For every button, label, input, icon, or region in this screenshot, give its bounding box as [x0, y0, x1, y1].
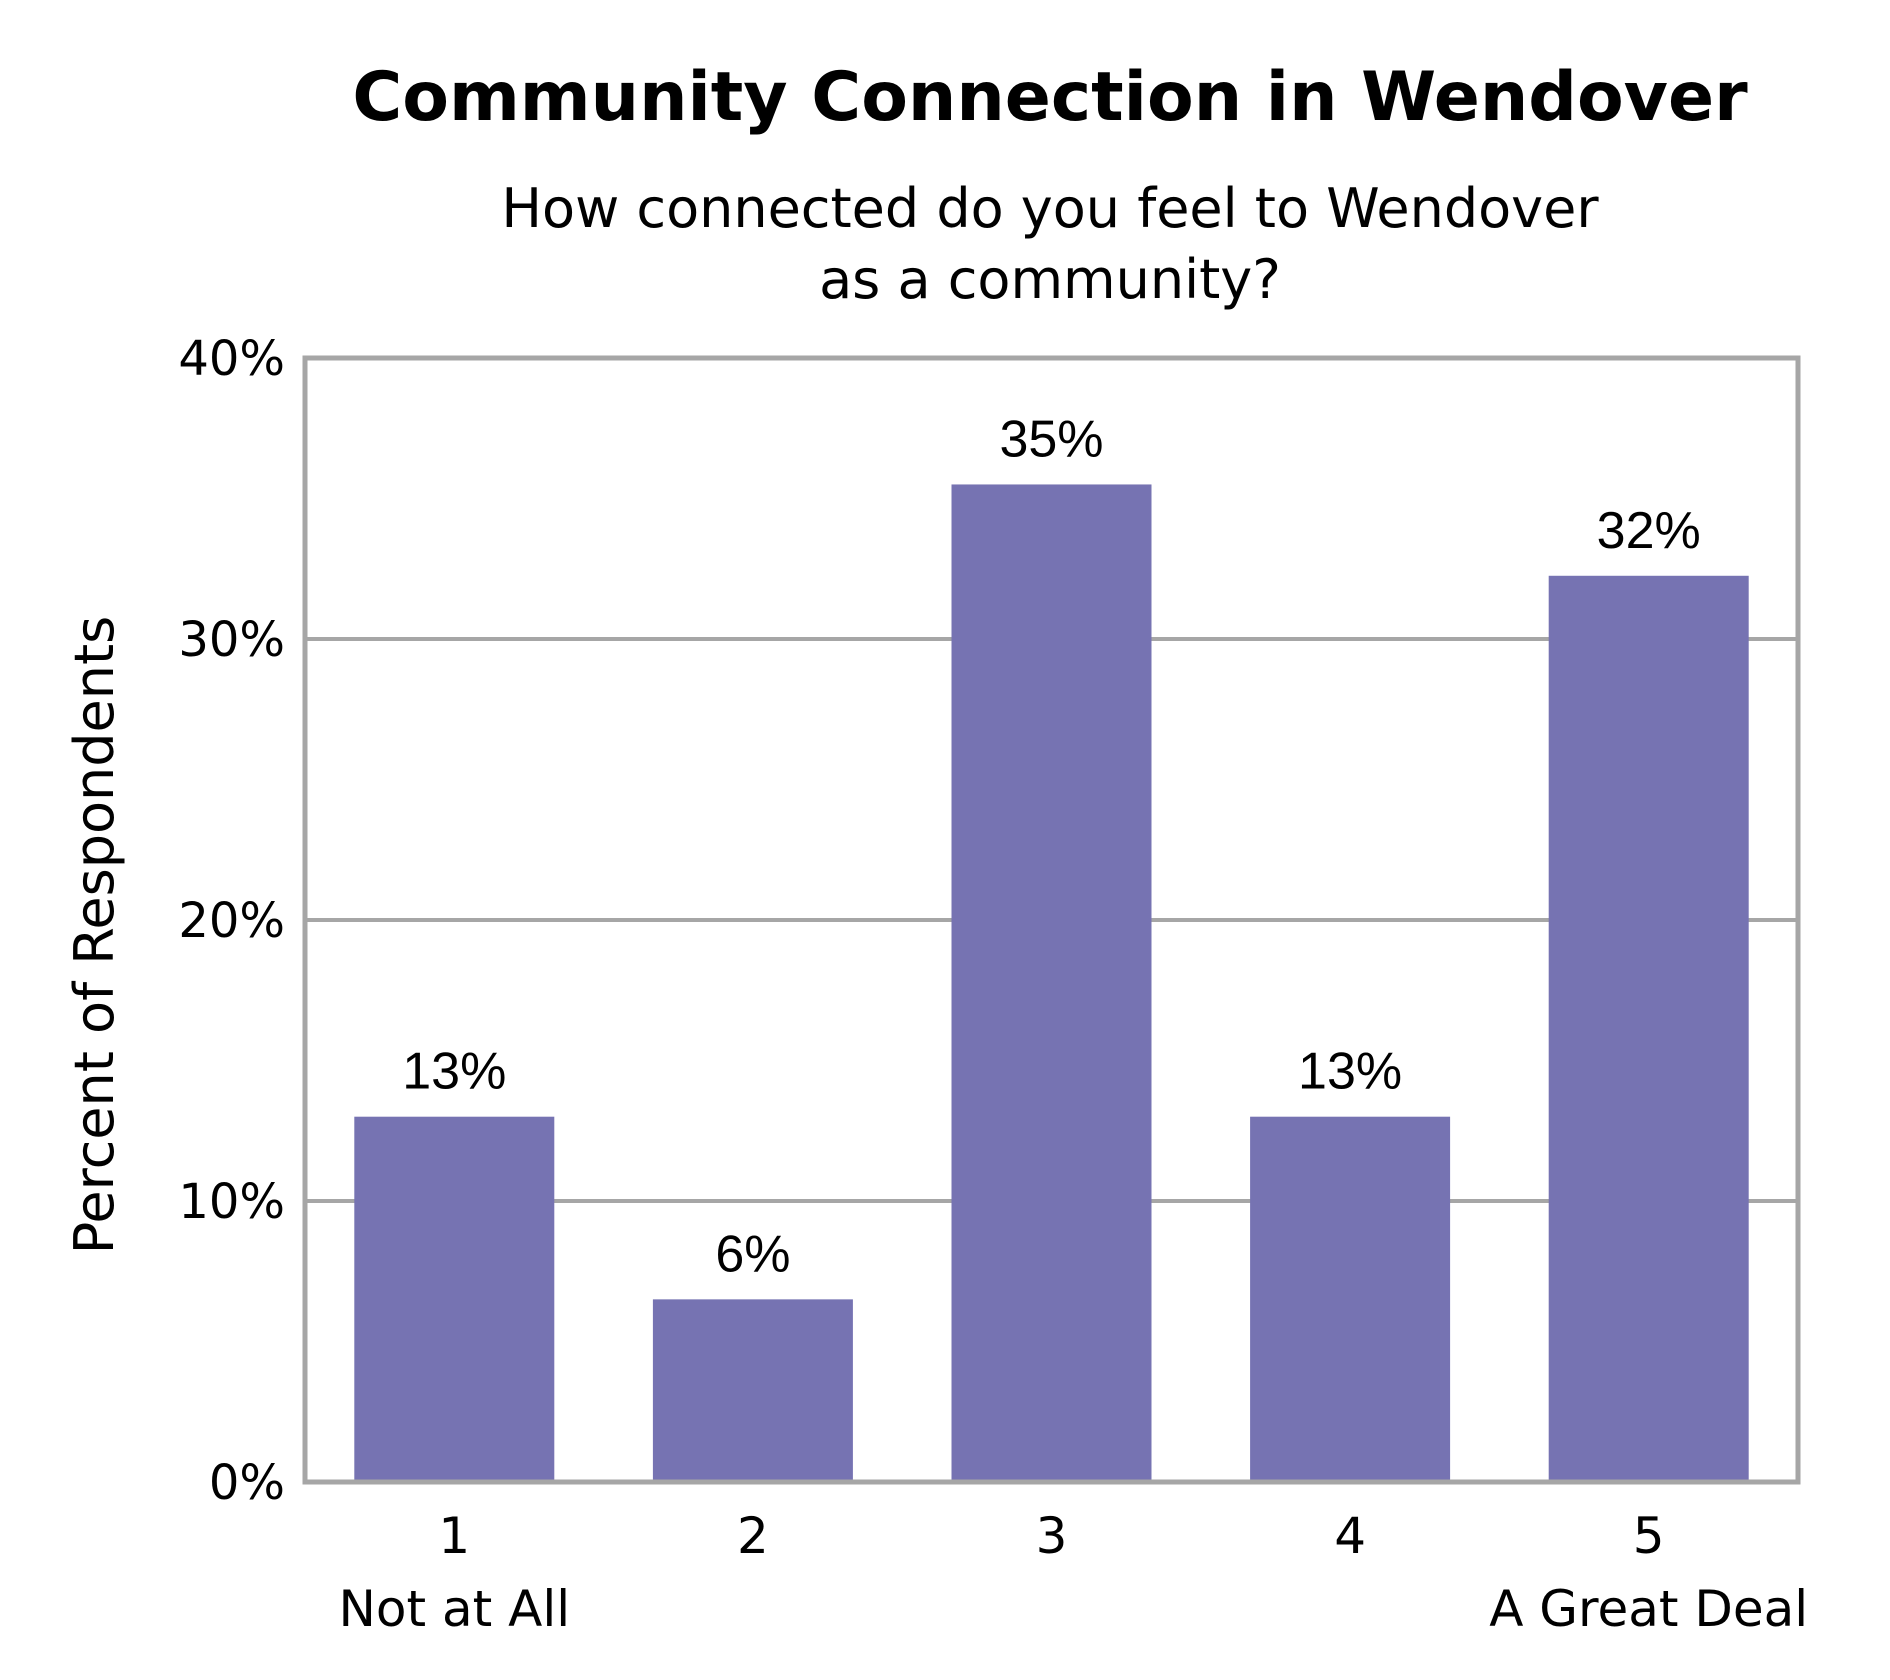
x-tick-label: 3: [1036, 1507, 1068, 1565]
x-tick-label: 2: [737, 1507, 769, 1565]
x-tick-sublabel: Not at All: [338, 1580, 570, 1638]
y-tick-label: 40%: [178, 331, 285, 387]
y-axis-ticks: 0% 10% 20% 30% 40%: [178, 331, 285, 1511]
y-axis-label: Percent of Respondents: [63, 616, 126, 1255]
data-labels: 13% 6% 35% 13% 32%: [402, 410, 1700, 1283]
y-tick-label: 20%: [178, 893, 285, 949]
bar: [652, 1299, 853, 1482]
chart-subtitle-line-2: as a community?: [819, 248, 1281, 311]
bar: [354, 1116, 555, 1482]
x-tick-label: 4: [1334, 1507, 1366, 1565]
x-tick-label: 1: [438, 1507, 470, 1565]
y-tick-label: 0%: [209, 1455, 285, 1511]
data-label: 32%: [1597, 502, 1701, 560]
x-axis-ticks: 1 Not at All 2 3 4 5 A Great Deal: [338, 1507, 1808, 1638]
plot-frame: [302, 355, 1801, 1485]
chart-subtitle-line-1: How connected do you feel to Wendover: [501, 177, 1599, 240]
bars: [354, 484, 1749, 1482]
data-label: 6%: [715, 1225, 790, 1283]
bar: [1250, 1116, 1451, 1482]
bar: [951, 484, 1152, 1482]
y-tick-label: 30%: [178, 612, 285, 668]
data-label: 35%: [999, 410, 1103, 468]
data-label: 13%: [1298, 1043, 1402, 1101]
bar: [1548, 575, 1749, 1482]
x-tick-sublabel: A Great Deal: [1489, 1580, 1808, 1638]
data-label: 13%: [402, 1043, 506, 1101]
y-tick-label: 10%: [178, 1174, 285, 1230]
plot-border: [302, 355, 1801, 1485]
x-tick-label: 5: [1633, 1507, 1665, 1565]
chart-title: Community Connection in Wendover: [352, 58, 1748, 137]
